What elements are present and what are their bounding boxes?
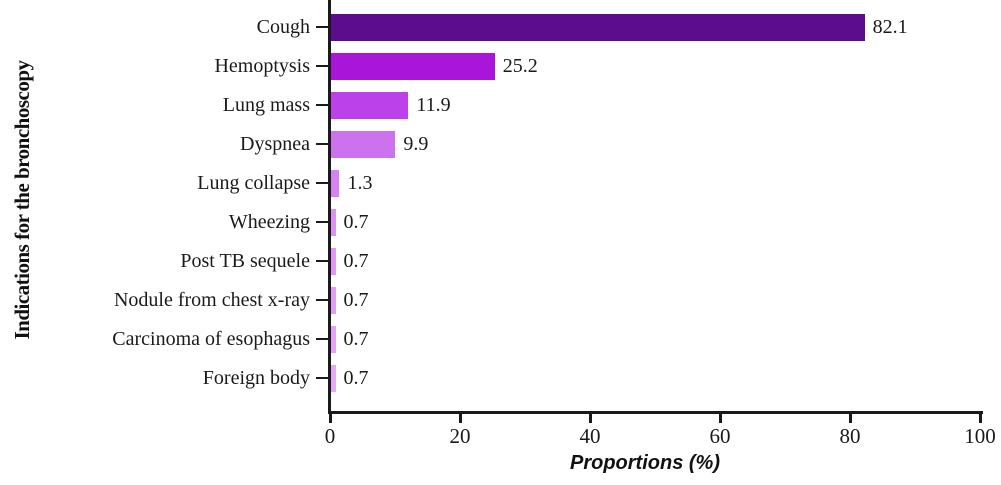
- value-label: 11.9: [416, 94, 451, 116]
- y-tick: [316, 260, 328, 262]
- value-label: 82.1: [872, 16, 908, 38]
- y-tick: [316, 299, 328, 301]
- value-label: 25.2: [502, 55, 538, 77]
- category-label: Foreign body: [202, 367, 310, 389]
- category-label: Nodule from chest x-ray: [113, 289, 310, 311]
- y-tick: [316, 104, 328, 106]
- x-tick-label: 0: [324, 424, 336, 448]
- category-label: Carcinoma of esophagus: [112, 328, 310, 350]
- y-tick: [316, 65, 328, 67]
- x-tick-label: 40: [579, 424, 601, 448]
- x-tick-label: 100: [964, 424, 996, 448]
- bar: [331, 13, 865, 41]
- bar: [331, 286, 336, 314]
- x-tick: [589, 414, 592, 423]
- category-label: Hemoptysis: [214, 55, 310, 77]
- y-tick: [316, 338, 328, 340]
- category-label: Dyspnea: [240, 133, 310, 155]
- y-tick: [316, 26, 328, 28]
- bar: [331, 247, 336, 275]
- bar: [331, 364, 336, 392]
- x-tick-label: 20: [449, 424, 471, 448]
- value-label: 0.7: [343, 250, 369, 272]
- y-tick: [316, 221, 328, 223]
- x-axis-title: Proportions (%): [570, 452, 720, 474]
- x-tick: [459, 414, 462, 423]
- bar: [331, 169, 340, 197]
- bar: [331, 325, 336, 353]
- value-label: 0.7: [343, 289, 369, 311]
- x-tick-label: 60: [709, 424, 731, 448]
- bar: [331, 130, 396, 158]
- y-tick: [316, 377, 328, 379]
- category-label: Wheezing: [228, 211, 310, 233]
- value-label: 0.7: [343, 367, 369, 389]
- category-label: Cough: [256, 16, 310, 38]
- x-tick: [329, 414, 332, 423]
- x-tick-label: 80: [839, 424, 861, 448]
- y-tick: [316, 182, 328, 184]
- x-tick: [849, 414, 852, 423]
- x-tick: [719, 414, 722, 423]
- y-axis-line: [328, 0, 331, 413]
- category-label: Lung collapse: [197, 172, 310, 194]
- y-axis-title: Indications for the bronchoscopy: [10, 60, 34, 340]
- category-label: Post TB sequele: [180, 250, 310, 272]
- x-tick: [979, 414, 982, 423]
- bar: [331, 91, 409, 119]
- y-tick: [316, 143, 328, 145]
- value-label: 0.7: [343, 328, 369, 350]
- bar: [331, 52, 495, 80]
- bar: [331, 208, 336, 236]
- value-label: 1.3: [347, 172, 373, 194]
- value-label: 9.9: [403, 133, 429, 155]
- x-axis-line: [328, 411, 983, 414]
- category-label: Lung mass: [222, 94, 310, 116]
- value-label: 0.7: [343, 211, 369, 233]
